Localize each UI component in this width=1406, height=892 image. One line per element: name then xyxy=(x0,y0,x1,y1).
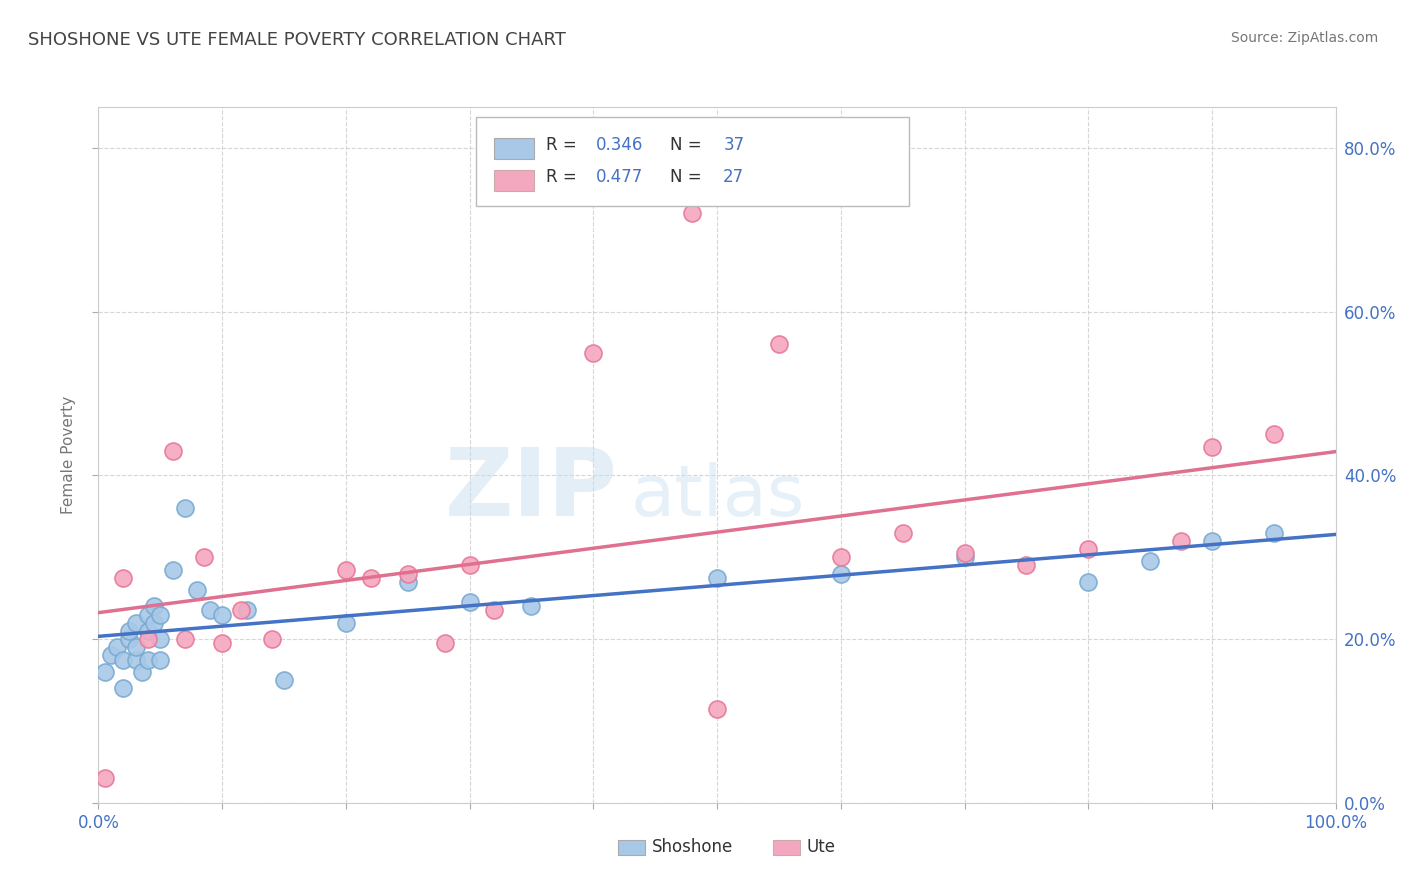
Text: Source: ZipAtlas.com: Source: ZipAtlas.com xyxy=(1230,31,1378,45)
Point xyxy=(93,771,115,785)
Point xyxy=(112,652,135,666)
Point xyxy=(582,345,605,359)
Text: N =: N = xyxy=(671,168,707,186)
Point xyxy=(149,652,172,666)
Point xyxy=(100,648,122,663)
Point xyxy=(1201,533,1223,548)
Point xyxy=(360,571,382,585)
Point xyxy=(136,607,159,622)
Point xyxy=(273,673,295,687)
Point xyxy=(186,582,208,597)
Point xyxy=(1263,525,1285,540)
Point xyxy=(229,603,252,617)
Point xyxy=(211,607,233,622)
Point xyxy=(211,636,233,650)
Text: N =: N = xyxy=(671,136,707,154)
Text: atlas: atlas xyxy=(630,462,804,531)
Point xyxy=(118,632,141,646)
Point xyxy=(953,546,976,560)
Point xyxy=(93,665,115,679)
Text: Ute: Ute xyxy=(806,838,835,855)
Point xyxy=(143,615,166,630)
Point xyxy=(706,571,728,585)
Point xyxy=(458,595,481,609)
Point xyxy=(149,607,172,622)
Point xyxy=(1015,558,1038,573)
Point xyxy=(396,574,419,589)
Point xyxy=(891,525,914,540)
Point xyxy=(198,603,221,617)
Point xyxy=(396,566,419,581)
FancyBboxPatch shape xyxy=(495,137,534,159)
Point xyxy=(1201,440,1223,454)
Point xyxy=(830,566,852,581)
Point xyxy=(520,599,543,614)
Text: 27: 27 xyxy=(723,168,744,186)
Point xyxy=(136,632,159,646)
Text: ZIP: ZIP xyxy=(446,443,619,536)
Point xyxy=(118,624,141,638)
Point xyxy=(131,665,153,679)
Point xyxy=(953,550,976,565)
Text: R =: R = xyxy=(547,136,582,154)
Point xyxy=(105,640,128,655)
Point xyxy=(112,681,135,696)
Point xyxy=(136,624,159,638)
FancyBboxPatch shape xyxy=(619,839,645,855)
Point xyxy=(124,615,146,630)
Point xyxy=(193,550,215,565)
Point xyxy=(458,558,481,573)
Point xyxy=(1263,427,1285,442)
Point xyxy=(174,632,197,646)
Point xyxy=(335,562,357,576)
Point xyxy=(260,632,283,646)
Point xyxy=(768,337,790,351)
Text: 0.346: 0.346 xyxy=(596,136,643,154)
FancyBboxPatch shape xyxy=(773,839,800,855)
Point xyxy=(143,599,166,614)
Y-axis label: Female Poverty: Female Poverty xyxy=(62,396,76,514)
Point xyxy=(681,206,703,220)
Point xyxy=(830,550,852,565)
FancyBboxPatch shape xyxy=(495,169,534,191)
Point xyxy=(1077,574,1099,589)
Point xyxy=(112,571,135,585)
Point xyxy=(174,501,197,516)
Point xyxy=(162,562,184,576)
Point xyxy=(1170,533,1192,548)
Point xyxy=(162,443,184,458)
Text: 37: 37 xyxy=(723,136,744,154)
Point xyxy=(236,603,259,617)
Point xyxy=(124,640,146,655)
Point xyxy=(484,603,506,617)
Text: 0.477: 0.477 xyxy=(596,168,643,186)
Point xyxy=(1139,554,1161,568)
Point xyxy=(433,636,456,650)
Point xyxy=(706,701,728,715)
Text: R =: R = xyxy=(547,168,582,186)
Point xyxy=(124,652,146,666)
Point xyxy=(136,652,159,666)
FancyBboxPatch shape xyxy=(475,117,908,206)
Point xyxy=(335,615,357,630)
Text: Shoshone: Shoshone xyxy=(651,838,733,855)
Point xyxy=(149,632,172,646)
Text: SHOSHONE VS UTE FEMALE POVERTY CORRELATION CHART: SHOSHONE VS UTE FEMALE POVERTY CORRELATI… xyxy=(28,31,567,49)
Point xyxy=(1077,542,1099,557)
